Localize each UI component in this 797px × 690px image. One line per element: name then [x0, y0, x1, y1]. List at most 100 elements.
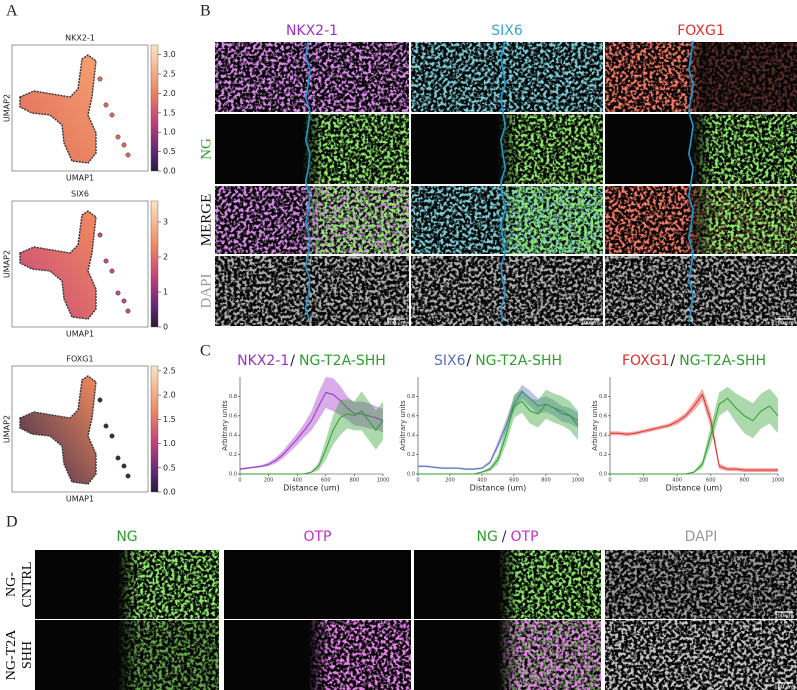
boundary-line	[687, 41, 695, 323]
micrograph-stain	[605, 42, 797, 112]
umap-cell	[115, 134, 121, 140]
colorbar	[150, 200, 159, 328]
x-tick-label: 1000	[377, 478, 390, 484]
series-line	[239, 391, 384, 470]
panel-letter: B	[200, 3, 211, 20]
error-band	[240, 377, 383, 471]
colorbar	[150, 44, 159, 172]
row-label: MERGE	[198, 194, 214, 247]
column-header: OTP	[303, 529, 331, 545]
umap-cell	[109, 268, 115, 274]
row-label: NG-	[4, 572, 19, 597]
scale-bar-label: 100 µm	[774, 685, 793, 690]
umap-cell	[97, 397, 103, 403]
micrograph	[414, 620, 601, 690]
umap-cell	[103, 423, 109, 429]
umap-cell	[125, 152, 131, 158]
error-band	[610, 386, 778, 474]
column-header: NG	[116, 529, 137, 545]
colorbar-tick-label: 0.0	[163, 167, 176, 176]
umap-title: NKX2-1	[65, 34, 95, 43]
micrograph-stain	[35, 550, 219, 619]
column-header-part: NG	[116, 529, 137, 545]
chart-title: NKX2-1/NG-T2A-SHH	[237, 353, 386, 369]
umap-cell	[121, 298, 127, 304]
umap-title: SIX6	[71, 190, 89, 199]
row-label: SHH	[20, 641, 35, 669]
x-tick-label: 400	[292, 478, 302, 484]
y-tick-label: 0.0	[599, 472, 607, 478]
micrograph-stain	[411, 186, 603, 254]
x-tick-label: 200	[264, 478, 274, 484]
x-axis-label: UMAP1	[66, 330, 94, 339]
row-label: DAPI	[198, 273, 214, 308]
micrograph	[411, 186, 603, 254]
micrograph	[411, 42, 603, 112]
micrograph-stain	[605, 550, 797, 619]
colorbar-tick-label: 2.5	[163, 70, 176, 79]
chart-title: SIX6/NG-T2A-SHH	[434, 353, 562, 369]
x-tick-label: 0	[416, 478, 419, 484]
micrograph-stain	[605, 186, 797, 254]
micrograph-stain	[215, 42, 409, 112]
y-axis-label: Arbitrary units	[399, 400, 407, 451]
x-tick-label: 400	[477, 478, 487, 484]
y-tick-label: 0.0	[229, 472, 237, 478]
umap-cell	[115, 455, 121, 461]
x-tick-label: 600	[706, 478, 716, 484]
legend-entry: /	[671, 353, 676, 369]
y-tick-label: 0.8	[407, 394, 415, 400]
colorbar-tick-label: 1.0	[163, 439, 176, 448]
legend-entry: /	[466, 353, 471, 369]
micrograph-stain	[605, 256, 797, 326]
colorbar-tick-label: 2.0	[163, 89, 176, 98]
umap-cell	[121, 142, 127, 148]
x-axis-label: UMAP1	[66, 495, 94, 504]
micrograph	[411, 256, 603, 326]
column-header-part: OTP	[303, 529, 331, 545]
x-tick-label: 0	[608, 478, 611, 484]
umap-title: FOXG1	[66, 355, 93, 364]
micrograph	[215, 186, 409, 254]
panel-letter: A	[6, 3, 18, 20]
umap-cell	[109, 112, 115, 118]
colorbar-tick-label: 2	[163, 253, 168, 262]
x-axis-label: Distance (um)	[666, 484, 723, 493]
y-tick-label: 0.4	[229, 433, 237, 439]
x-axis-label: Distance (um)	[470, 484, 527, 493]
y-tick-label: 0.4	[407, 433, 415, 439]
panel-letter: D	[6, 514, 18, 531]
series-line	[610, 393, 778, 471]
legend-entry: NG-T2A-SHH	[299, 353, 386, 369]
y-tick-label: 0.6	[407, 413, 415, 419]
umap-cell	[121, 463, 127, 469]
umap-cell	[103, 258, 109, 264]
chart-title: FOXG1/NG-T2A-SHH	[622, 353, 766, 369]
micrograph	[224, 550, 411, 619]
legend-entry: /	[290, 353, 295, 369]
umap-cell	[109, 433, 115, 439]
colorbar-tick-label: 1	[163, 288, 168, 297]
y-tick-label: 0.6	[229, 413, 237, 419]
y-tick-label: 0.0	[407, 472, 415, 478]
colorbar-tick-label: 1.0	[163, 128, 176, 137]
umap-cell	[125, 473, 131, 479]
micrograph-stain	[605, 620, 797, 690]
umap-cells	[19, 210, 97, 320]
micrograph	[411, 114, 603, 184]
micrograph	[215, 256, 409, 326]
micrograph	[215, 114, 409, 184]
y-tick-label: 0.8	[599, 394, 607, 400]
y-axis-label: Arbitrary units	[591, 400, 599, 451]
x-tick-label: 800	[740, 478, 750, 484]
y-tick-label: 0.8	[229, 394, 237, 400]
umap-cells	[19, 375, 97, 485]
colorbar-tick-label: 0.5	[163, 147, 176, 156]
umap-cells	[19, 54, 97, 164]
micrograph	[605, 42, 797, 112]
column-header: FOXG1	[677, 23, 725, 39]
colorbar-tick-label: 1.5	[163, 108, 176, 117]
series-line	[240, 410, 384, 475]
umap-cell	[103, 102, 109, 108]
micrograph	[35, 620, 219, 690]
